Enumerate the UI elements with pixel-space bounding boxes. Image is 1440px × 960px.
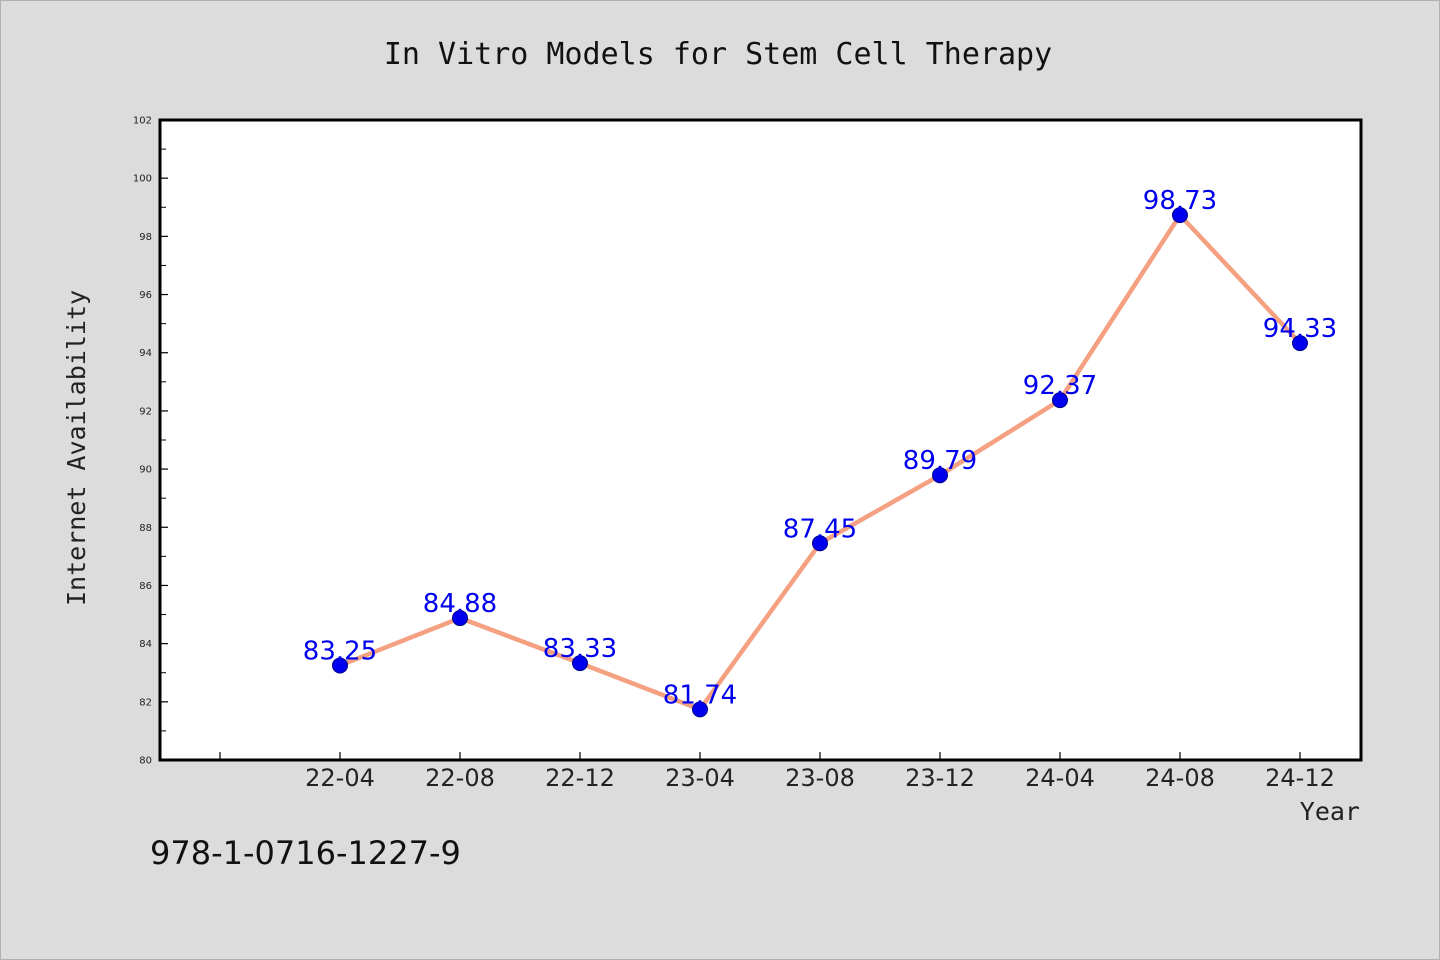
data-label: 83.33 (543, 634, 617, 664)
y-tick-label: 98 (139, 232, 152, 243)
y-tick-label: 102 (133, 116, 152, 127)
y-axis: 80 82 84 86 88 90 92 94 96 98 100 102 (133, 116, 168, 767)
x-tick-label: 24-08 (1145, 764, 1215, 792)
x-tick-label: 23-12 (905, 764, 975, 792)
x-tick-label: 24-04 (1025, 764, 1095, 792)
data-point (332, 657, 348, 674)
y-tick-label: 90 (139, 465, 152, 476)
data-label: 84.88 (423, 589, 497, 619)
data-point (452, 610, 468, 627)
x-axis: 22-04 22-08 22-12 23-04 23-08 23-12 24-04 24-08… (219, 752, 1335, 792)
y-tick-label: 96 (139, 290, 152, 301)
data-label: 98.73 (1143, 186, 1217, 216)
data-label: 94.33 (1263, 314, 1337, 344)
x-tick-label: 23-04 (665, 764, 735, 792)
data-point (812, 535, 828, 552)
data-point (572, 655, 588, 672)
series (332, 207, 1308, 718)
data-point (932, 467, 948, 484)
data-point (692, 701, 708, 718)
plot-area (158, 118, 1363, 762)
y-tick-label: 84 (139, 639, 152, 650)
x-tick-label: 23-08 (785, 764, 855, 792)
y-tick-label: 94 (139, 348, 152, 359)
data-label: 92.37 (1023, 371, 1097, 401)
y-tick-label: 86 (139, 581, 152, 592)
chart-title: In Vitro Models for Stem Cell Therapy (384, 37, 1052, 72)
y-tick-label: 100 (133, 174, 152, 185)
data-label: 89.79 (903, 446, 977, 476)
data-point (1052, 392, 1068, 409)
y-tick-label: 92 (139, 406, 152, 417)
data-labels: 83.25 84.88 83.33 81.74 87.45 89.79 92.37 98.73… (303, 186, 1337, 710)
isbn-text: 978-1-0716-1227-9 (150, 834, 461, 872)
y-tick-label: 80 (139, 756, 152, 767)
x-tick-label: 22-08 (425, 764, 495, 792)
data-point (1172, 207, 1188, 224)
x-tick-label: 24-12 (1265, 764, 1335, 792)
data-label: 87.45 (783, 514, 857, 544)
data-label: 81.74 (663, 680, 737, 710)
y-tick-label: 82 (139, 697, 152, 708)
y-tick-label: 88 (139, 523, 152, 534)
x-tick-label: 22-04 (305, 764, 375, 792)
data-point (1292, 335, 1308, 352)
y-axis-label: Internet Availability (62, 290, 91, 606)
x-axis-label: Year (1300, 797, 1360, 826)
x-tick-label: 22-12 (545, 764, 615, 792)
data-label: 83.25 (303, 636, 377, 666)
